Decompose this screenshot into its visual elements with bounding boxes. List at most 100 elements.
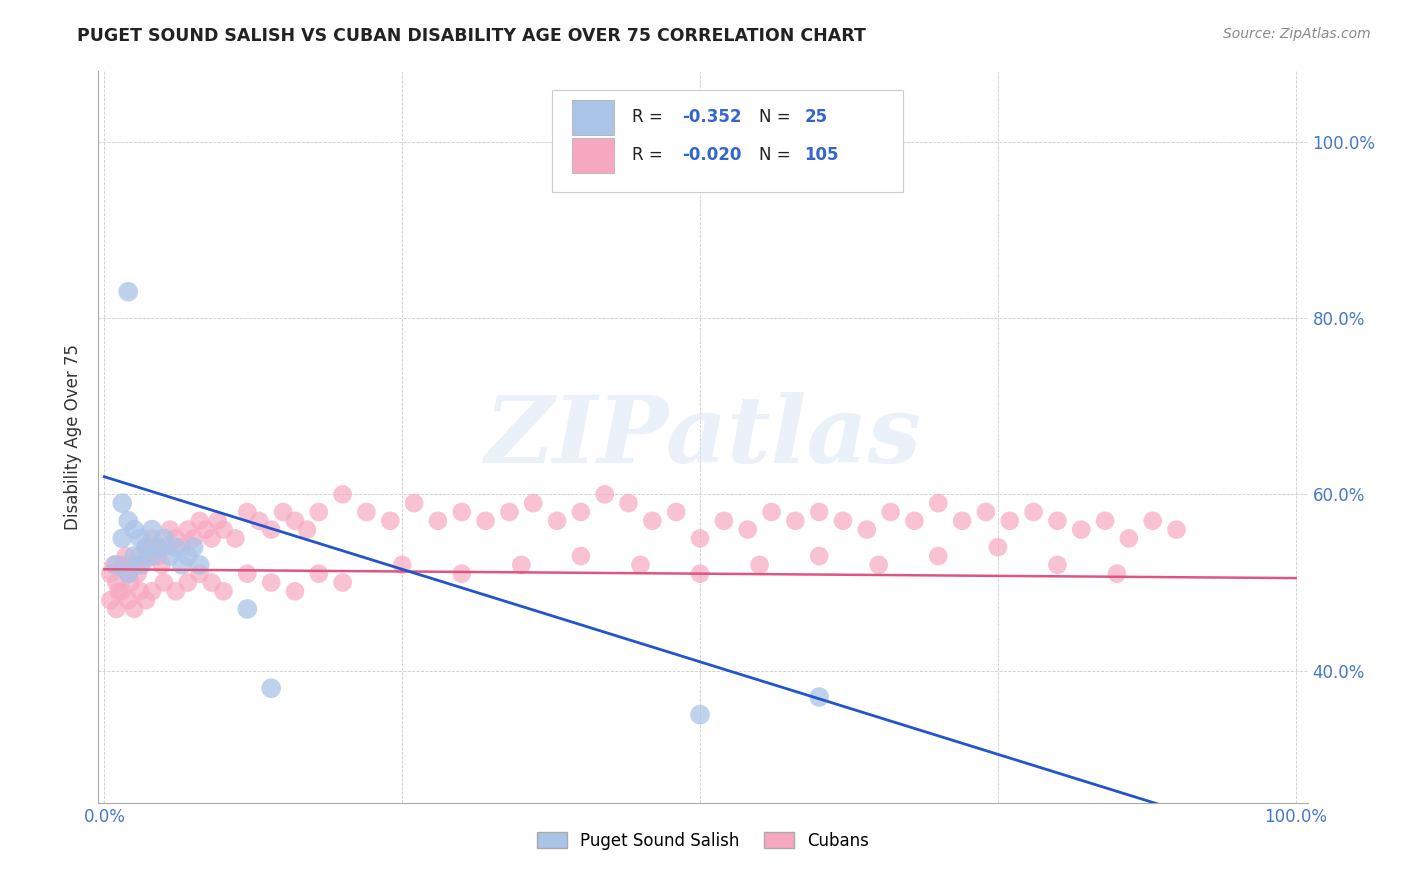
FancyBboxPatch shape	[572, 138, 613, 173]
Point	[856, 523, 879, 537]
Point	[105, 575, 128, 590]
Point	[200, 575, 222, 590]
Text: Source: ZipAtlas.com: Source: ZipAtlas.com	[1223, 27, 1371, 41]
Point	[927, 496, 949, 510]
Point	[122, 549, 145, 563]
Point	[450, 505, 472, 519]
Point	[129, 549, 152, 563]
Point	[146, 540, 169, 554]
Point	[569, 505, 592, 519]
Point	[260, 681, 283, 696]
Point	[689, 566, 711, 581]
Point	[808, 505, 831, 519]
Point	[510, 558, 533, 572]
Point	[117, 593, 139, 607]
Point	[183, 540, 205, 554]
Point	[1118, 532, 1140, 546]
Point	[153, 575, 176, 590]
Point	[284, 584, 307, 599]
Text: -0.020: -0.020	[682, 146, 742, 164]
Point	[117, 514, 139, 528]
Point	[1166, 523, 1188, 537]
Point	[105, 602, 128, 616]
Point	[879, 505, 901, 519]
Text: PUGET SOUND SALISH VS CUBAN DISABILITY AGE OVER 75 CORRELATION CHART: PUGET SOUND SALISH VS CUBAN DISABILITY A…	[77, 27, 866, 45]
Point	[1022, 505, 1045, 519]
Point	[111, 496, 134, 510]
Point	[165, 532, 187, 546]
Point	[177, 523, 200, 537]
Point	[135, 540, 157, 554]
Point	[332, 487, 354, 501]
Point	[111, 558, 134, 572]
Point	[129, 558, 152, 572]
Point	[122, 602, 145, 616]
Point	[1046, 514, 1069, 528]
Point	[391, 558, 413, 572]
Point	[103, 558, 125, 572]
Point	[236, 602, 259, 616]
Point	[135, 540, 157, 554]
Text: 25: 25	[804, 109, 828, 127]
Point	[200, 532, 222, 546]
Legend: Puget Sound Salish, Cubans: Puget Sound Salish, Cubans	[530, 825, 876, 856]
Point	[295, 523, 318, 537]
Point	[1046, 558, 1069, 572]
Point	[868, 558, 890, 572]
Point	[593, 487, 616, 501]
Point	[748, 558, 770, 572]
Text: N =: N =	[759, 109, 796, 127]
Point	[236, 566, 259, 581]
Point	[950, 514, 973, 528]
FancyBboxPatch shape	[551, 90, 903, 192]
Point	[122, 558, 145, 572]
Text: -0.352: -0.352	[682, 109, 742, 127]
Point	[165, 584, 187, 599]
Point	[165, 540, 187, 554]
Point	[114, 549, 136, 563]
Point	[111, 532, 134, 546]
Point	[98, 566, 121, 581]
Point	[713, 514, 735, 528]
Point	[332, 575, 354, 590]
Point	[785, 514, 807, 528]
Point	[153, 540, 176, 554]
Point	[141, 584, 163, 599]
Point	[974, 505, 997, 519]
Point	[356, 505, 378, 519]
Point	[207, 514, 229, 528]
FancyBboxPatch shape	[572, 100, 613, 135]
Text: R =: R =	[631, 146, 668, 164]
Point	[138, 549, 160, 563]
Point	[260, 575, 283, 590]
Point	[808, 549, 831, 563]
Point	[224, 532, 246, 546]
Point	[380, 514, 402, 528]
Point	[150, 558, 173, 572]
Text: N =: N =	[759, 146, 796, 164]
Point	[212, 584, 235, 599]
Point	[546, 514, 568, 528]
Point	[1105, 566, 1128, 581]
Point	[170, 558, 193, 572]
Point	[117, 566, 139, 581]
Point	[105, 558, 128, 572]
Point	[689, 532, 711, 546]
Point	[153, 532, 176, 546]
Point	[122, 523, 145, 537]
Point	[129, 532, 152, 546]
Point	[832, 514, 855, 528]
Point	[236, 505, 259, 519]
Point	[141, 532, 163, 546]
Point	[135, 593, 157, 607]
Point	[308, 566, 330, 581]
Point	[569, 549, 592, 563]
Point	[450, 566, 472, 581]
Point	[987, 540, 1010, 554]
Point	[1070, 523, 1092, 537]
Point	[177, 549, 200, 563]
Point	[474, 514, 496, 528]
Point	[1094, 514, 1116, 528]
Point	[903, 514, 925, 528]
Point	[284, 514, 307, 528]
